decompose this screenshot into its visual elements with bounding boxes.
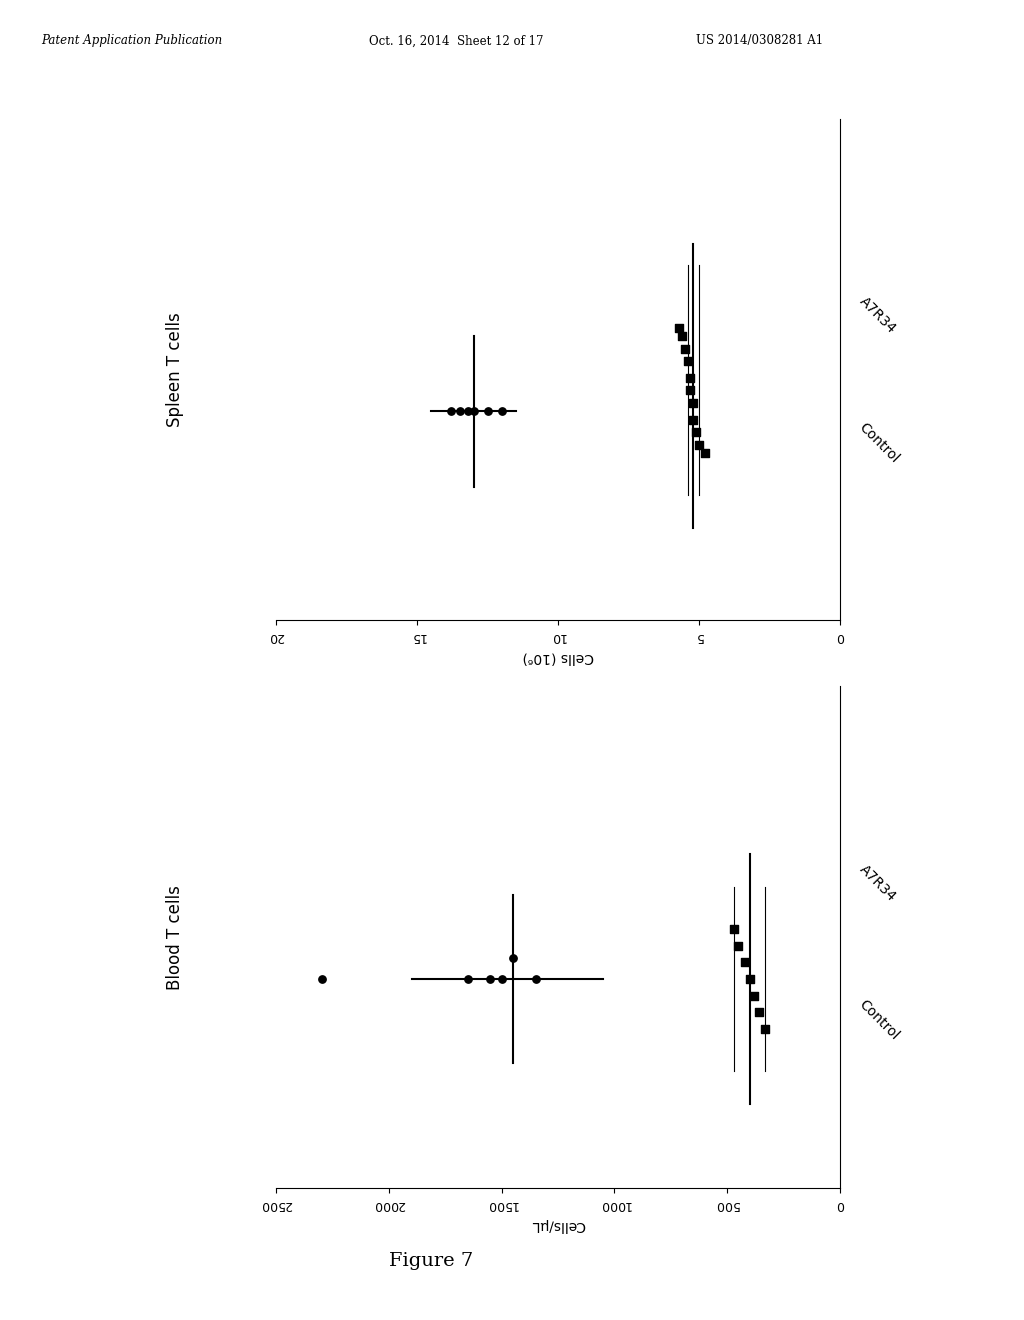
Text: A7R34: A7R34 <box>857 294 899 337</box>
Point <box>682 367 698 388</box>
Point <box>460 969 476 990</box>
Point <box>494 401 510 422</box>
Point <box>745 985 762 1006</box>
Point <box>726 919 742 940</box>
Point <box>677 338 693 359</box>
Point <box>442 401 459 422</box>
Text: Blood T cells: Blood T cells <box>166 884 184 990</box>
Point <box>680 351 696 372</box>
Text: Oct. 16, 2014  Sheet 12 of 17: Oct. 16, 2014 Sheet 12 of 17 <box>369 34 543 48</box>
Point <box>757 1019 773 1040</box>
Text: Control: Control <box>857 998 902 1043</box>
Point <box>741 969 758 990</box>
Point <box>674 326 690 347</box>
Point <box>465 401 482 422</box>
Point <box>688 422 705 444</box>
Point <box>751 1002 767 1023</box>
Point <box>737 952 754 973</box>
Text: US 2014/0308281 A1: US 2014/0308281 A1 <box>696 34 823 48</box>
Point <box>730 935 746 956</box>
Point <box>696 442 713 463</box>
Text: Patent Application Publication: Patent Application Publication <box>41 34 222 48</box>
Point <box>460 401 476 422</box>
Point <box>482 969 499 990</box>
X-axis label: Cells (10⁶): Cells (10⁶) <box>522 649 594 664</box>
Point <box>452 401 468 422</box>
Point <box>691 434 708 455</box>
Point <box>505 948 521 969</box>
Text: Control: Control <box>857 420 902 465</box>
Text: A7R34: A7R34 <box>857 862 899 904</box>
Point <box>494 969 510 990</box>
Point <box>313 969 330 990</box>
Text: Spleen T cells: Spleen T cells <box>166 313 184 426</box>
Point <box>685 392 701 413</box>
Point <box>685 409 701 430</box>
Point <box>479 401 496 422</box>
Point <box>682 380 698 401</box>
Point <box>527 969 544 990</box>
X-axis label: Cells/µL: Cells/µL <box>531 1217 585 1232</box>
Point <box>671 317 687 338</box>
Text: Figure 7: Figure 7 <box>389 1251 473 1270</box>
